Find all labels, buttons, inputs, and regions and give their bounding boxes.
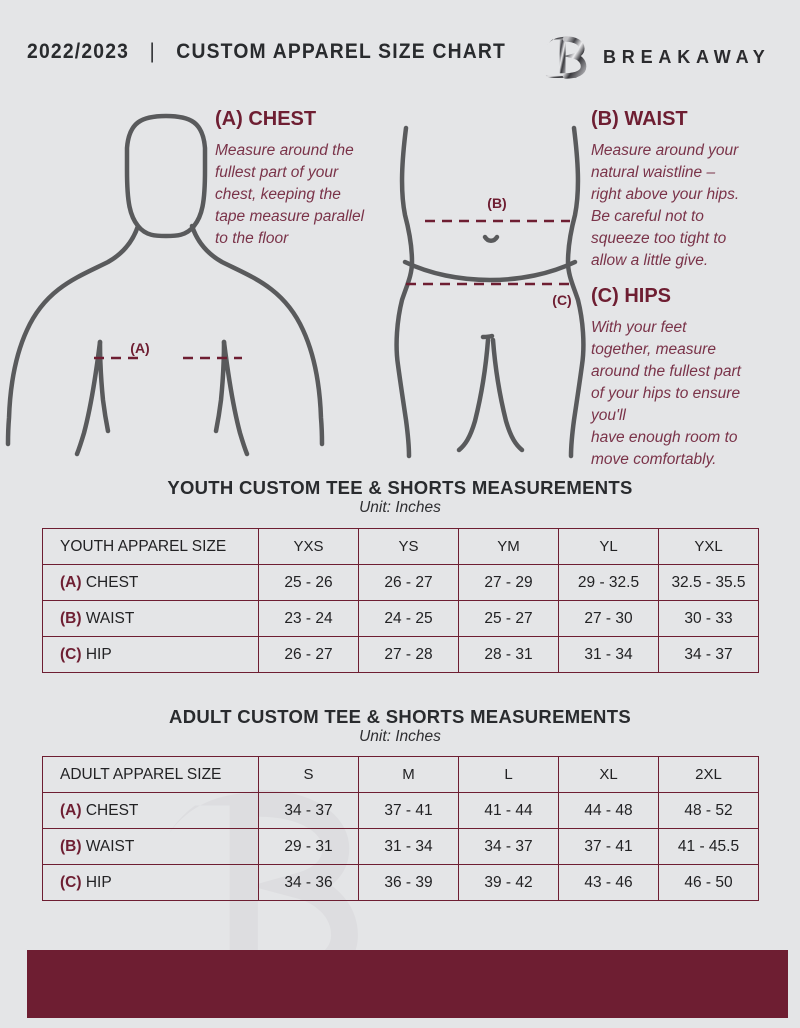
svg-text:(C): (C) xyxy=(552,292,571,308)
svg-text:(B): (B) xyxy=(487,195,506,211)
svg-text:(A): (A) xyxy=(130,340,149,356)
